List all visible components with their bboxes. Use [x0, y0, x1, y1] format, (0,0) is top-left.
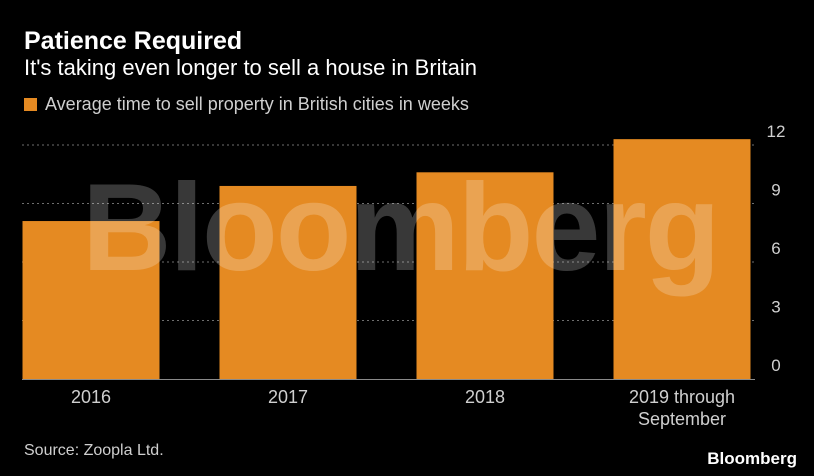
chart-subtitle: It's taking even longer to sell a house … [24, 55, 478, 80]
x-category-label: 2018 [465, 387, 505, 407]
brand-logo: Bloomberg [707, 449, 797, 468]
y-tick-label: 3 [771, 298, 780, 317]
legend-swatch [24, 97, 37, 111]
x-category-label: 2017 [268, 387, 308, 407]
y-tick-label: 6 [771, 239, 780, 258]
x-category-label: 2019 through September [629, 387, 735, 429]
chart-title: Patience Required [24, 27, 243, 55]
bar [22, 221, 160, 379]
bar [219, 185, 357, 379]
y-tick-label: 0 [771, 356, 780, 375]
bar [613, 139, 751, 379]
source-note: Source: Zoopla Ltd. [24, 442, 164, 459]
legend-label: Average time to sell property in British… [45, 94, 469, 114]
y-tick-label: 9 [771, 181, 780, 200]
x-category-label: 2016 [71, 387, 111, 407]
y-tick-label: 12 [767, 122, 786, 141]
bar [416, 172, 554, 379]
chart-legend: Average time to sell property in British… [24, 93, 469, 115]
